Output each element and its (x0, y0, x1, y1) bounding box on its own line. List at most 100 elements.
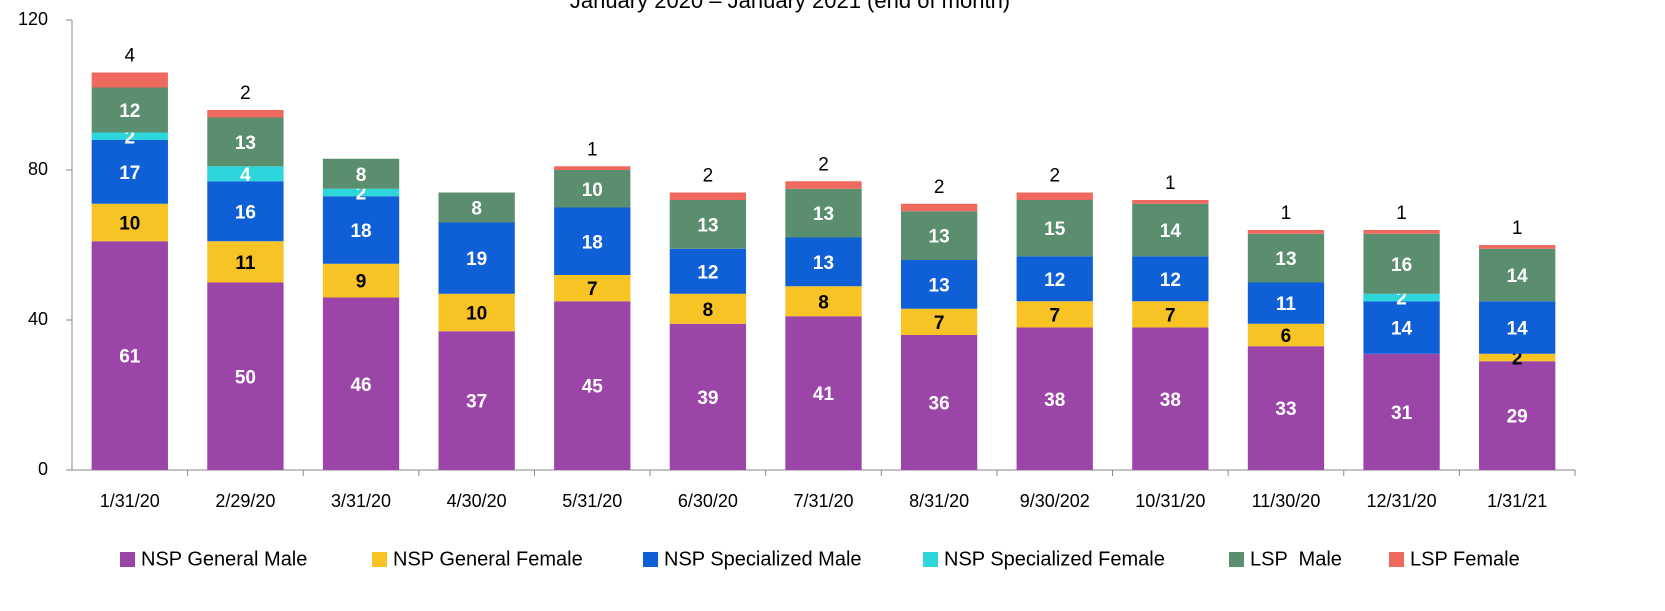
value-label: 2 (356, 184, 367, 205)
bar-segment (91, 241, 168, 470)
bar-segment (1247, 323, 1325, 347)
value-label: 8 (818, 292, 829, 313)
bar-segment (1132, 301, 1209, 328)
legend-label: NSP Specialized Male (664, 548, 862, 570)
bar-segment (1363, 301, 1440, 354)
value-label: 12 (697, 262, 718, 283)
value-label: 8 (703, 300, 714, 321)
value-label: 6 (1281, 326, 1292, 347)
x-tick-label: 10/31/20 (1135, 491, 1205, 511)
value-label: 7 (587, 279, 598, 300)
bar-segment (1247, 233, 1325, 283)
bar-segment (785, 286, 862, 317)
value-label: 16 (1391, 255, 1412, 276)
value-label: 2 (703, 166, 714, 187)
x-tick-label: 1/31/20 (100, 491, 160, 511)
value-label: 36 (929, 394, 950, 415)
bar-segment (1016, 200, 1093, 257)
bar-segment (322, 297, 400, 470)
bar-segment (1016, 256, 1093, 302)
value-label: 11 (1276, 294, 1297, 315)
bar-segment (1016, 192, 1093, 200)
legend-swatch (923, 552, 938, 567)
value-label: 7 (1165, 305, 1176, 326)
x-tick-label: 9/30/202 (1020, 491, 1090, 511)
legend-label: NSP General Female (393, 548, 583, 570)
value-label: 10 (582, 180, 603, 201)
bar-segment (669, 192, 747, 200)
value-label: 12 (1160, 270, 1181, 291)
bar-segment (207, 110, 284, 118)
bar-segment (554, 207, 631, 275)
x-tick-label: 5/31/20 (562, 491, 622, 511)
bar-segment (554, 275, 631, 302)
value-label: 14 (1507, 319, 1529, 340)
bar-segment (1132, 327, 1209, 470)
bar-segment (207, 282, 284, 470)
value-label: 1 (1396, 203, 1407, 224)
bar-segment (1016, 327, 1093, 470)
legend-label: LSP Male (1250, 548, 1342, 570)
bar-segment (554, 301, 631, 470)
bar-segment (900, 211, 978, 260)
value-label: 38 (1044, 390, 1065, 411)
bar-segment (669, 323, 747, 470)
chart-title: January 2020 – January 2021 (end of mont… (570, 0, 1010, 13)
bar-segment (785, 237, 862, 287)
bar-segment (1016, 301, 1093, 328)
value-label: 14 (1391, 319, 1413, 340)
y-tick-label: 0 (38, 459, 48, 479)
value-label: 2 (818, 154, 829, 175)
value-label: 13 (235, 133, 256, 154)
value-label: 37 (466, 392, 487, 413)
value-label: 1 (587, 139, 598, 160)
bar-segment (91, 132, 168, 140)
bar-segment (1247, 346, 1325, 470)
value-label: 1 (1165, 173, 1176, 194)
value-label: 41 (813, 384, 835, 405)
bar-segment (1247, 230, 1325, 234)
value-label: 38 (1160, 390, 1181, 411)
bar-segment (1132, 256, 1209, 302)
value-label: 7 (1049, 305, 1060, 326)
value-label: 10 (119, 214, 140, 235)
bar-segment (91, 140, 168, 204)
bar-segment (1479, 361, 1556, 470)
bar-segment (785, 188, 862, 238)
value-label: 2 (1512, 349, 1523, 370)
legend-swatch (372, 552, 387, 567)
value-label: 31 (1391, 403, 1413, 424)
legend-swatch (643, 552, 658, 567)
value-label: 13 (813, 204, 834, 225)
bar-segment (785, 181, 862, 189)
value-label: 18 (582, 232, 603, 253)
bar-segment (1132, 203, 1209, 257)
legend-swatch (1389, 552, 1404, 567)
value-label: 61 (119, 347, 141, 368)
value-label: 2 (1049, 166, 1060, 187)
bar-segment (1363, 353, 1440, 470)
value-label: 14 (1507, 266, 1529, 287)
value-label: 33 (1275, 399, 1296, 420)
value-label: 50 (235, 367, 256, 388)
bar-segment (207, 181, 284, 242)
bar-segment (900, 308, 978, 335)
y-tick-label: 120 (18, 9, 48, 29)
bar-segment (91, 87, 168, 133)
bar-segment (1479, 301, 1556, 354)
value-label: 45 (582, 377, 604, 398)
value-label: 11 (235, 253, 256, 274)
value-label: 1 (1512, 218, 1523, 239)
bar-segment (900, 335, 978, 470)
bar-segment (1247, 282, 1325, 324)
bar-segment (1363, 293, 1440, 302)
legend-label: NSP General Male (141, 548, 307, 570)
value-label: 2 (240, 83, 251, 104)
value-label: 8 (356, 165, 367, 186)
value-label: 13 (1275, 249, 1296, 270)
bar-segment (322, 188, 400, 197)
x-tick-label: 11/30/20 (1252, 491, 1321, 511)
bar-segment (669, 248, 747, 294)
bar-segment (91, 72, 168, 88)
